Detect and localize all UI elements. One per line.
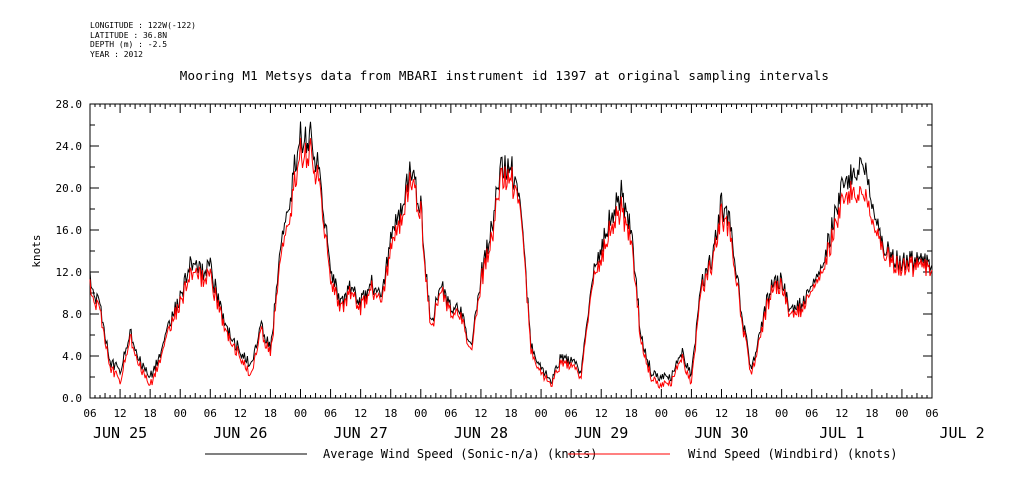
- metadata-block: LONGITUDE : 122W(-122) LATITUDE : 36.8N …: [90, 21, 196, 59]
- y-tick-label: 8.0: [62, 308, 82, 321]
- x-hour-label: 00: [655, 407, 668, 420]
- x-hour-label: 06: [685, 407, 698, 420]
- plot-frame: [89, 103, 933, 399]
- legend-black-label: Average Wind Speed (Sonic-n/a) (knots): [323, 447, 598, 461]
- x-hour-label: 12: [835, 407, 848, 420]
- x-day-label: JUL 1: [819, 424, 864, 442]
- x-hour-label: 18: [264, 407, 277, 420]
- x-hour-label: 00: [534, 407, 547, 420]
- series-layer: [89, 121, 933, 389]
- x-hour-label: 06: [925, 407, 938, 420]
- x-hour-label: 12: [715, 407, 728, 420]
- plot-border: [89, 103, 933, 399]
- y-tick-label: 20.0: [56, 182, 83, 195]
- x-hour-label: 00: [414, 407, 427, 420]
- x-hour-label: 18: [504, 407, 517, 420]
- axis-ticks: [89, 103, 933, 399]
- x-hour-label: 06: [805, 407, 818, 420]
- x-day-label: JUN 30: [694, 424, 748, 442]
- depth-text: DEPTH (m) : -2.5: [90, 40, 168, 49]
- x-day-label: JUN 29: [574, 424, 628, 442]
- y-tick-label: 24.0: [56, 140, 83, 153]
- latitude-text: LATITUDE : 36.8N: [90, 30, 168, 40]
- y-tick-label: 0.0: [62, 392, 82, 405]
- x-hour-label: 18: [384, 407, 397, 420]
- y-tick-label: 16.0: [56, 224, 83, 237]
- x-day-label: JUN 27: [334, 424, 388, 442]
- x-hour-label: 00: [294, 407, 307, 420]
- x-day-label: JUN 28: [454, 424, 508, 442]
- longitude-text: LONGITUDE : 122W(-122): [90, 21, 196, 30]
- x-hour-label: 18: [745, 407, 758, 420]
- x-hour-label: 06: [444, 407, 457, 420]
- series-average-wind-speed: [89, 121, 933, 384]
- x-day-label: JUL 2: [939, 424, 984, 442]
- y-axis-label: knots: [30, 234, 43, 267]
- x-hour-label: 00: [174, 407, 187, 420]
- chart-title: Mooring M1 Metsys data from MBARI instru…: [179, 68, 830, 83]
- y-tick-label: 4.0: [62, 350, 82, 363]
- y-tick-label: 28.0: [56, 98, 83, 111]
- x-hour-label: 12: [595, 407, 608, 420]
- x-day-label: JUN 25: [93, 424, 147, 442]
- x-hour-label: 00: [895, 407, 908, 420]
- x-hour-label: 12: [354, 407, 367, 420]
- x-hour-label: 12: [113, 407, 126, 420]
- x-hour-label: 06: [565, 407, 578, 420]
- x-day-label: JUN 26: [213, 424, 267, 442]
- year-text: YEAR : 2012: [90, 49, 143, 59]
- x-hour-label: 06: [83, 407, 96, 420]
- y-tick-label: 12.0: [56, 266, 83, 279]
- x-hour-label: 06: [324, 407, 337, 420]
- legend: Average Wind Speed (Sonic-n/a) (knots) W…: [205, 447, 898, 461]
- axis-labels: 0.0 4.0 8.0 12.0 16.0 20.0 24.0 28.0 knots 06 12 18…: [30, 98, 985, 442]
- x-hour-label: 18: [625, 407, 638, 420]
- x-hour-label: 00: [775, 407, 788, 420]
- x-hour-label: 06: [204, 407, 217, 420]
- x-hour-label: 18: [865, 407, 878, 420]
- legend-red-label: Wind Speed (Windbird) (knots): [688, 447, 898, 461]
- x-hour-label: 18: [144, 407, 157, 420]
- x-hour-label: 12: [234, 407, 247, 420]
- x-hour-label: 12: [474, 407, 487, 420]
- series-windbird-wind-speed: [89, 137, 933, 389]
